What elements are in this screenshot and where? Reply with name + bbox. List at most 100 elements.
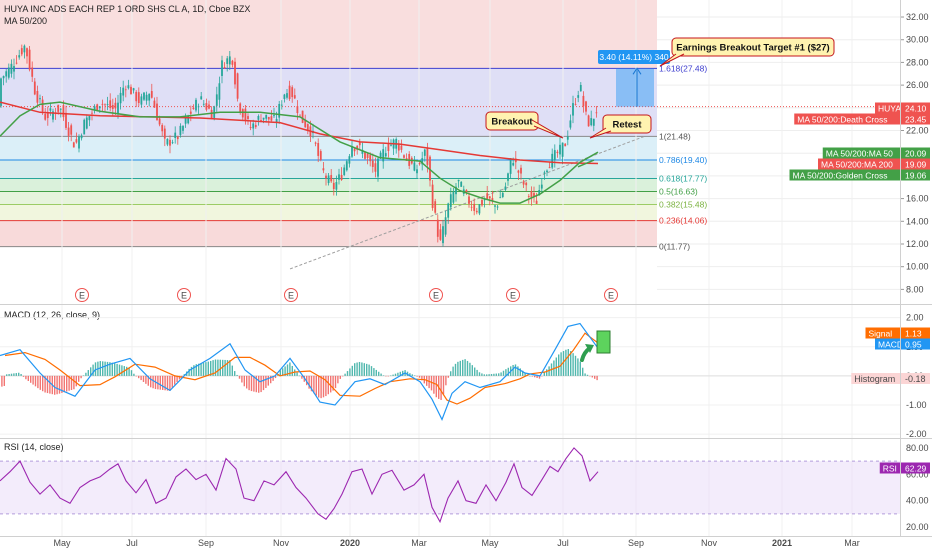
- rsi-gridlines: [0, 460, 900, 515]
- candle-body: [530, 190, 533, 199]
- time-axis-label: 2020: [340, 538, 360, 548]
- candle-body: [306, 124, 309, 131]
- candle-body: [400, 145, 403, 150]
- axis-tick-label: 32.00: [906, 12, 929, 22]
- candle-body: [153, 100, 156, 108]
- candle-body: [83, 119, 86, 135]
- candle-body: [70, 125, 73, 135]
- candle-body: [481, 199, 483, 206]
- candle-body: [384, 153, 387, 157]
- histogram-tag-value-box: [900, 373, 930, 384]
- candle-body: [143, 92, 145, 100]
- histogram-bar: [572, 353, 574, 376]
- candle-body: [156, 103, 158, 121]
- histogram-bar: [320, 375, 322, 399]
- histogram-bar: [356, 362, 358, 376]
- signal-tag-value-box: [900, 327, 930, 339]
- histogram-bar: [433, 375, 435, 394]
- histogram-bar: [471, 365, 473, 376]
- candle-body: [569, 120, 572, 128]
- candle-body: [36, 90, 39, 103]
- candle-body: [283, 94, 286, 99]
- rsi-band: [0, 461, 900, 514]
- histogram-bar: [78, 375, 80, 382]
- histogram-bar: [272, 375, 274, 381]
- candle-body: [397, 143, 400, 151]
- candle-body: [491, 198, 494, 202]
- price-pane[interactable]: 1.618(27.48) 1(21.48) 0.786(19.40) 0.618(17…: [0, 0, 900, 536]
- candle-body: [423, 149, 426, 156]
- histogram-bar: [291, 365, 293, 376]
- histogram-bar: [46, 375, 49, 394]
- time-axis-label: Jul: [557, 538, 569, 548]
- histogram-bar: [531, 375, 533, 377]
- rsi-tick-label: 80.00: [906, 443, 929, 453]
- candle-body: [470, 206, 473, 208]
- candle-body: [468, 196, 470, 204]
- candle-body: [447, 203, 450, 218]
- histogram-bar: [75, 375, 77, 387]
- candle-body: [124, 89, 127, 91]
- candle-body: [210, 109, 213, 120]
- time-axis[interactable]: May Jul Sep Nov 2020 Mar May Jul Sep Nov 2021 Mar: [53, 538, 859, 548]
- histogram-bar: [382, 375, 385, 376]
- candle-body: [231, 60, 234, 65]
- fib-level-label: 0.618(17.77): [659, 174, 707, 184]
- histogram-bar: [70, 375, 73, 391]
- macd-pane[interactable]: MACD (12, 26, close, 9): [0, 310, 900, 435]
- candle-body: [78, 136, 80, 149]
- histogram-bar: [387, 375, 389, 377]
- histogram-bar: [534, 375, 536, 378]
- histogram-bar: [390, 375, 392, 377]
- candle-body: [338, 174, 340, 180]
- candle-body: [369, 155, 372, 162]
- candle-body: [39, 98, 41, 100]
- candle-body: [291, 87, 294, 98]
- histogram-bar: [150, 375, 152, 388]
- histogram-bar: [440, 375, 442, 400]
- price-scale[interactable]: 32.0030.0028.0026.0024.0022.0020.0018.00…: [900, 12, 929, 532]
- histogram-bar: [500, 372, 502, 376]
- histogram-bar: [342, 375, 344, 377]
- price-tag-value-box: [900, 113, 930, 125]
- candle-body: [236, 73, 239, 99]
- candle-body: [28, 49, 31, 70]
- time-axis-label: Sep: [628, 538, 644, 548]
- measure-label: 3.40 (14.11%) 340: [599, 52, 669, 62]
- candle-body: [546, 170, 548, 173]
- candle-body: [226, 58, 229, 64]
- histogram-bar: [236, 374, 238, 376]
- histogram-bar: [162, 375, 164, 390]
- histogram-bar: [469, 362, 471, 376]
- candle-body: [317, 143, 320, 156]
- annotations[interactable]: 3.40 (14.11%) 340 Earnings Breakout Targe…: [485, 37, 835, 139]
- histogram-bar: [217, 359, 219, 376]
- price-tag-label: MA 50/200:Death Cross: [797, 115, 887, 125]
- histogram-bar: [229, 360, 231, 376]
- histogram-bar: [327, 375, 329, 395]
- candle-body: [132, 88, 135, 91]
- time-axis-label: Mar: [411, 538, 427, 548]
- target-callout: [671, 37, 835, 57]
- candle-body: [96, 104, 99, 112]
- candle-body: [494, 205, 496, 207]
- candle-body: [348, 156, 351, 164]
- candle-body: [62, 105, 65, 118]
- macd-tag-label-box: [875, 338, 900, 350]
- histogram-bar: [402, 370, 404, 376]
- axis-tick-label: 10.00: [906, 262, 929, 272]
- histogram-bar: [464, 359, 466, 376]
- histogram-bar: [231, 365, 233, 376]
- rsi-pane[interactable]: RSI (14, close): [0, 442, 900, 524]
- candle-body: [460, 182, 463, 187]
- earnings-marker: [75, 288, 89, 302]
- histogram-bar: [337, 375, 339, 384]
- histogram-bar: [558, 354, 560, 376]
- histogram-bar: [260, 375, 262, 393]
- candle-body: [234, 61, 236, 85]
- histogram-bar: [370, 366, 373, 376]
- candle-body: [262, 117, 265, 120]
- fib-level-label: 0(11.77): [659, 242, 690, 252]
